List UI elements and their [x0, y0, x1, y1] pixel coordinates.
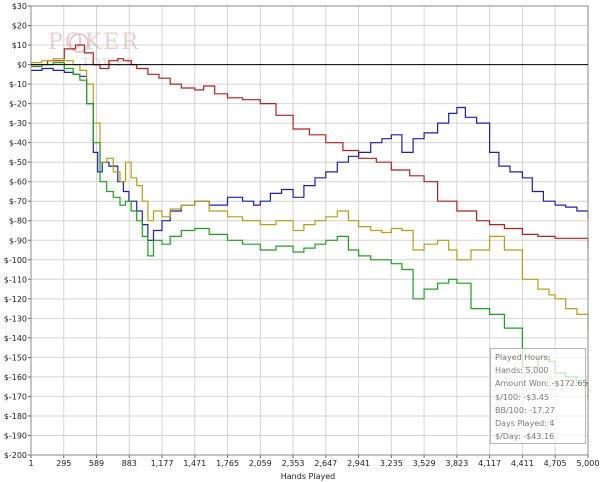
- y-tick-label: $-120: [4, 295, 27, 304]
- x-tick-labels: 1 295 589 883 1,177 1,471 1,765 2,059 2,353 2,647…: [28, 459, 599, 468]
- stats-per-day: $/Day: -$43.16: [495, 432, 555, 442]
- x-tick-label: 3,529: [413, 459, 436, 468]
- y-tick-label: $0: [17, 61, 27, 70]
- series-line-2: [31, 67, 589, 241]
- y-tick-label: $-40: [9, 139, 27, 148]
- y-tick-label: $10: [12, 41, 27, 50]
- y-tick-label: $-200: [4, 451, 27, 460]
- axes: [28, 5, 589, 458]
- y-tick-labels: $30 $20 $10 $0 $-10 $-20 $-30 $-40 $-50 $-60 $-70 $…: [4, 2, 27, 460]
- y-tick-label: $-90: [9, 236, 27, 245]
- series-line-1: [31, 44, 589, 249]
- y-tick-label: $-130: [4, 314, 27, 323]
- x-tick-label: 295: [56, 459, 71, 468]
- stats-hands: Hands: 5,000: [495, 366, 549, 376]
- x-tick-label: 1,471: [183, 459, 206, 468]
- x-tick-label: 1,177: [151, 459, 174, 468]
- x-tick-label: 1,765: [216, 459, 239, 468]
- y-tick-label: $-30: [9, 119, 27, 128]
- y-tick-label: $20: [12, 22, 27, 31]
- stats-days-played: Days Played: 4: [495, 418, 555, 428]
- x-tick-label: 4,705: [544, 459, 567, 468]
- y-tick-label: $-160: [4, 373, 27, 382]
- series-line-4: [31, 62, 589, 401]
- watermark-logo: POKER TOWER: [48, 30, 140, 69]
- x-axis-title: Hands Played: [281, 472, 335, 481]
- y-tick-label: $-60: [9, 178, 27, 187]
- x-tick-label: 2,941: [347, 459, 370, 468]
- y-tick-label: $-20: [9, 100, 27, 109]
- y-tick-label: $-150: [4, 353, 27, 362]
- y-tick-label: $-10: [9, 80, 27, 89]
- x-tick-label: 1: [28, 459, 33, 468]
- y-tick-label: $-180: [4, 412, 27, 421]
- x-tick-label: 589: [89, 459, 104, 468]
- stats-played-hours: Played Hours:: [495, 353, 551, 362]
- y-tick-label: $-70: [9, 197, 27, 206]
- x-tick-label: 4,411: [511, 459, 534, 468]
- stats-per-100: $/100: -$3.45: [495, 392, 550, 402]
- stats-amount-won: Amount Won: -$172.65: [495, 379, 588, 389]
- y-tick-label: $-80: [9, 217, 27, 226]
- y-tick-label: $-50: [9, 158, 27, 167]
- series-lines: [31, 44, 589, 401]
- x-tick-label: 3,235: [380, 459, 403, 468]
- x-tick-label: 2,353: [282, 459, 305, 468]
- y-tick-label: $-170: [4, 392, 27, 401]
- x-tick-label: 3,823: [445, 459, 468, 468]
- y-tick-label: $30: [12, 2, 27, 11]
- y-tick-label: $-190: [4, 431, 27, 440]
- stats-bb-per-100: BB/100: -17.27: [495, 405, 555, 415]
- plot-frame: [30, 5, 589, 456]
- x-tick-label: 883: [122, 459, 137, 468]
- y-tick-label: $-100: [4, 256, 27, 265]
- y-tick-label: $-140: [4, 334, 27, 343]
- x-tick-label: 2,647: [314, 459, 337, 468]
- logo-text: POKER: [48, 30, 140, 55]
- series-line-3: [31, 58, 589, 332]
- x-tick-label: 5,000: [577, 459, 600, 468]
- y-tick-label: $-110: [4, 275, 27, 284]
- x-tick-label: 2,059: [249, 459, 272, 468]
- x-tick-label: 4,117: [478, 459, 501, 468]
- stats-box: Played Hours: Hands: 5,000 Amount Won: -…: [490, 348, 588, 444]
